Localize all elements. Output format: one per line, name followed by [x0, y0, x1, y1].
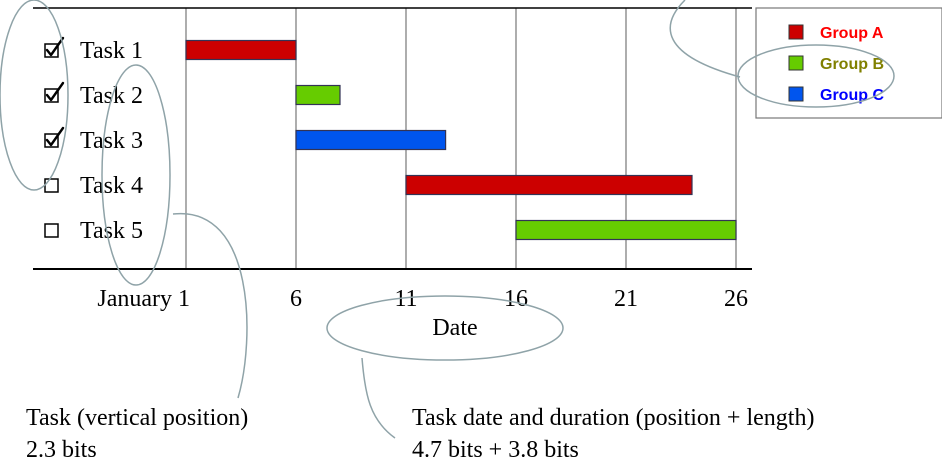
task-annotation-bits: 2.3 bits [26, 437, 97, 463]
legend-label: Group A [820, 25, 884, 42]
legend-box [755, 7, 942, 119]
checkbox-highlight-ellipse [0, 0, 69, 191]
task-label: Task 2 [80, 83, 143, 109]
date-label-highlight-ellipse [326, 295, 564, 361]
checkmark-icon [45, 81, 65, 102]
task-checkbox [44, 43, 59, 58]
legend-label: Group B [820, 56, 884, 73]
legend-annotation-connector [669, 0, 741, 78]
x-tick-label: 21 [614, 286, 638, 312]
date-annotation-bits: 4.7 bits + 3.8 bits [412, 437, 579, 463]
x-tick-label: January 1 [97, 286, 190, 312]
task-bar [295, 129, 447, 151]
legend: Group A Group B Group C [755, 7, 942, 119]
checkmark-icon [45, 36, 65, 57]
labels-layer: January 1 6 11 16 21 26 Date Task 1 Task 2 Task 3… [44, 36, 748, 341]
legend-label: Group C [820, 87, 884, 104]
task-label: Task 1 [80, 38, 143, 64]
task-checkbox [44, 178, 59, 193]
task-label: Task 4 [80, 173, 143, 199]
date-annotation-caption: Task date and duration (position + lengt… [412, 405, 815, 431]
checkmark-icon [45, 126, 65, 147]
legend-swatch [788, 55, 804, 71]
task-annotation-connector [172, 213, 248, 399]
legend-swatch [788, 86, 804, 102]
annotation-layer [0, 0, 895, 439]
task-label: Task 3 [80, 128, 143, 154]
date-annotation-connector [361, 357, 396, 439]
x-tick-label: 16 [504, 286, 528, 312]
bars-layer [185, 39, 737, 241]
task-bar [295, 84, 341, 106]
task-annotation-caption: Task (vertical position) [26, 405, 249, 431]
task-checkbox [44, 88, 59, 103]
x-axis-label: Date [432, 315, 477, 341]
task-checkbox [44, 223, 59, 238]
task-bar [515, 219, 737, 241]
x-tick-label: 6 [290, 286, 302, 312]
task-bar [185, 39, 297, 61]
x-tick-label: 11 [394, 286, 417, 312]
task-label-highlight-ellipse [101, 64, 171, 286]
legend-swatch [788, 24, 804, 40]
x-tick-label: 26 [724, 286, 748, 312]
task-label: Task 5 [80, 218, 143, 244]
task-checkbox [44, 133, 59, 148]
task-bar [405, 174, 693, 196]
